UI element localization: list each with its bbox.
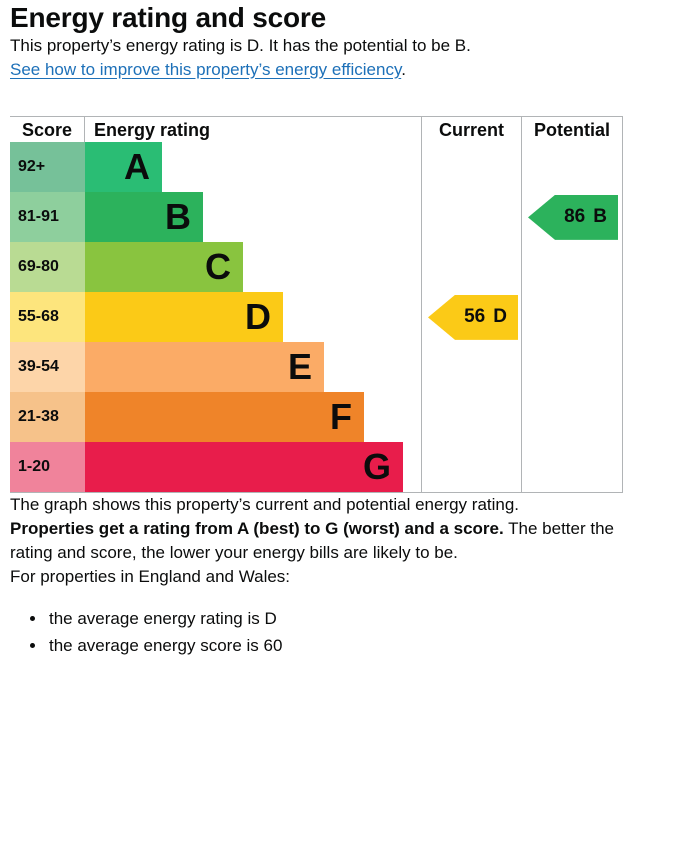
band-row-b: 81-91 B (10, 192, 421, 243)
list-item-average-score: the average energy score is 60 (47, 633, 665, 659)
potential-rating-column: 86 B (521, 142, 623, 493)
band-row-g: 1-20 G (10, 442, 421, 493)
score-range-cell: 39-54 (10, 342, 85, 393)
score-range-cell: 81-91 (10, 192, 85, 243)
score-range-cell: 1-20 (10, 442, 85, 493)
score-range-cell: 92+ (10, 142, 85, 193)
column-header-score: Score (10, 117, 85, 143)
explain-text: Properties get a rating from A (best) to… (10, 517, 632, 565)
page-title: Energy rating and score (10, 2, 326, 33)
rating-bar-d: D (85, 292, 283, 343)
improve-link-line: See how to improve this property’s energ… (10, 58, 665, 82)
current-rating-column: 56 D (421, 142, 521, 493)
averages-list: the average energy rating is D the avera… (10, 606, 665, 660)
score-range-cell: 55-68 (10, 292, 85, 343)
improve-efficiency-link[interactable]: See how to improve this property’s energ… (10, 59, 402, 79)
band-row-e: 39-54 E (10, 342, 421, 393)
rating-bar-c: C (85, 242, 243, 293)
intro-text: This property’s energy rating is D. It h… (10, 35, 471, 55)
list-item-average-rating: the average energy rating is D (47, 606, 665, 632)
rating-bands: 92+ A 81-91 B 69-80 C 55-68 D 39-54 E 21-38 F 1-20 G (10, 142, 421, 493)
arrow-band-letter: B (593, 206, 607, 228)
arrow-band-letter: D (493, 306, 507, 328)
rating-bar-f: F (85, 392, 364, 443)
rating-bar-a: A (85, 142, 162, 193)
rating-bar-e: E (85, 342, 324, 393)
energy-rating-chart: Score Energy rating Current Potential 92… (10, 116, 623, 494)
column-header-potential: Potential (521, 117, 623, 143)
current-rating-arrow: 56 D (428, 294, 518, 340)
potential-rating-arrow: 86 B (528, 194, 618, 240)
column-header-energy-rating: Energy rating (94, 119, 211, 140)
page: Energy rating and score This property’s … (0, 0, 675, 659)
arrow-score: 56 (464, 306, 486, 328)
band-row-c: 69-80 C (10, 242, 421, 293)
score-range-cell: 69-80 (10, 242, 85, 293)
score-range-cell: 21-38 (10, 392, 85, 443)
explain-bold-text: Properties get a rating from A (best) to… (10, 519, 504, 539)
arrow-score: 86 (564, 206, 586, 228)
rating-bar-g: G (85, 442, 403, 493)
column-header-current: Current (421, 117, 521, 143)
chart-caption: The graph shows this property’s current … (10, 495, 520, 515)
explain-rest-text: The better the rating and score, the low… (10, 519, 614, 562)
link-suffix-period: . (401, 59, 406, 79)
band-row-f: 21-38 F (10, 392, 421, 443)
band-row-a: 92+ A (10, 142, 421, 193)
rating-bar-b: B (85, 192, 203, 243)
region-heading: For properties in England and Wales: (10, 566, 291, 586)
band-row-d: 55-68 D (10, 292, 421, 343)
